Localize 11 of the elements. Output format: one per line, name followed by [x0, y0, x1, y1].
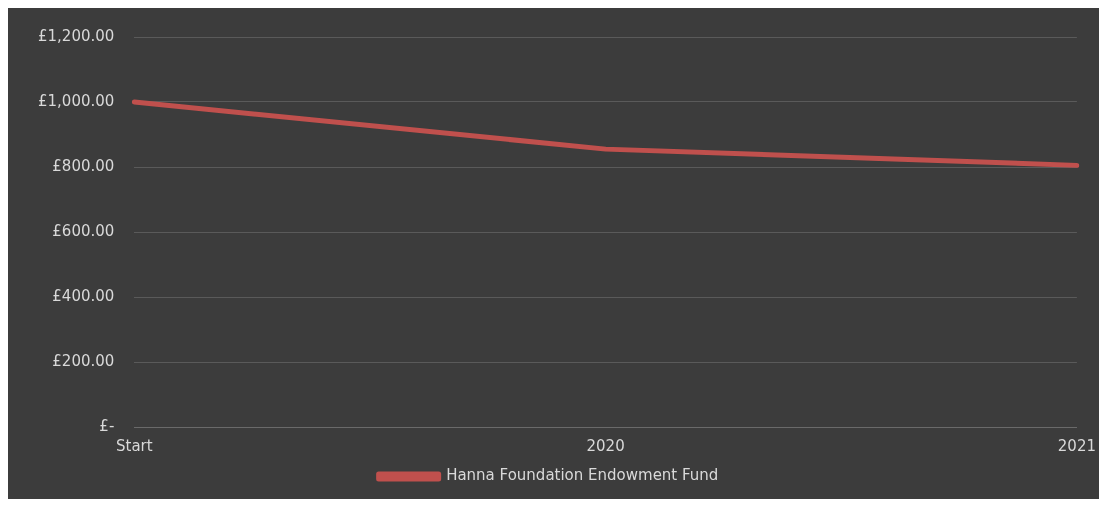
x-tick-label: 2021 — [1057, 436, 1097, 455]
x-tick-label: 2020 — [586, 436, 625, 455]
y-tick-label: £400.00 — [52, 286, 115, 305]
y-tick-label: £1,200.00 — [38, 26, 115, 45]
x-tick-label: Start — [116, 436, 153, 455]
y-tick-label: £1,000.00 — [38, 91, 115, 110]
y-tick-label: £200.00 — [52, 351, 115, 370]
y-tick-label: £800.00 — [52, 156, 115, 175]
y-tick-label: £- — [99, 416, 115, 435]
legend-label: Hanna Foundation Endowment Fund — [446, 466, 719, 485]
y-tick-label: £600.00 — [52, 221, 115, 240]
